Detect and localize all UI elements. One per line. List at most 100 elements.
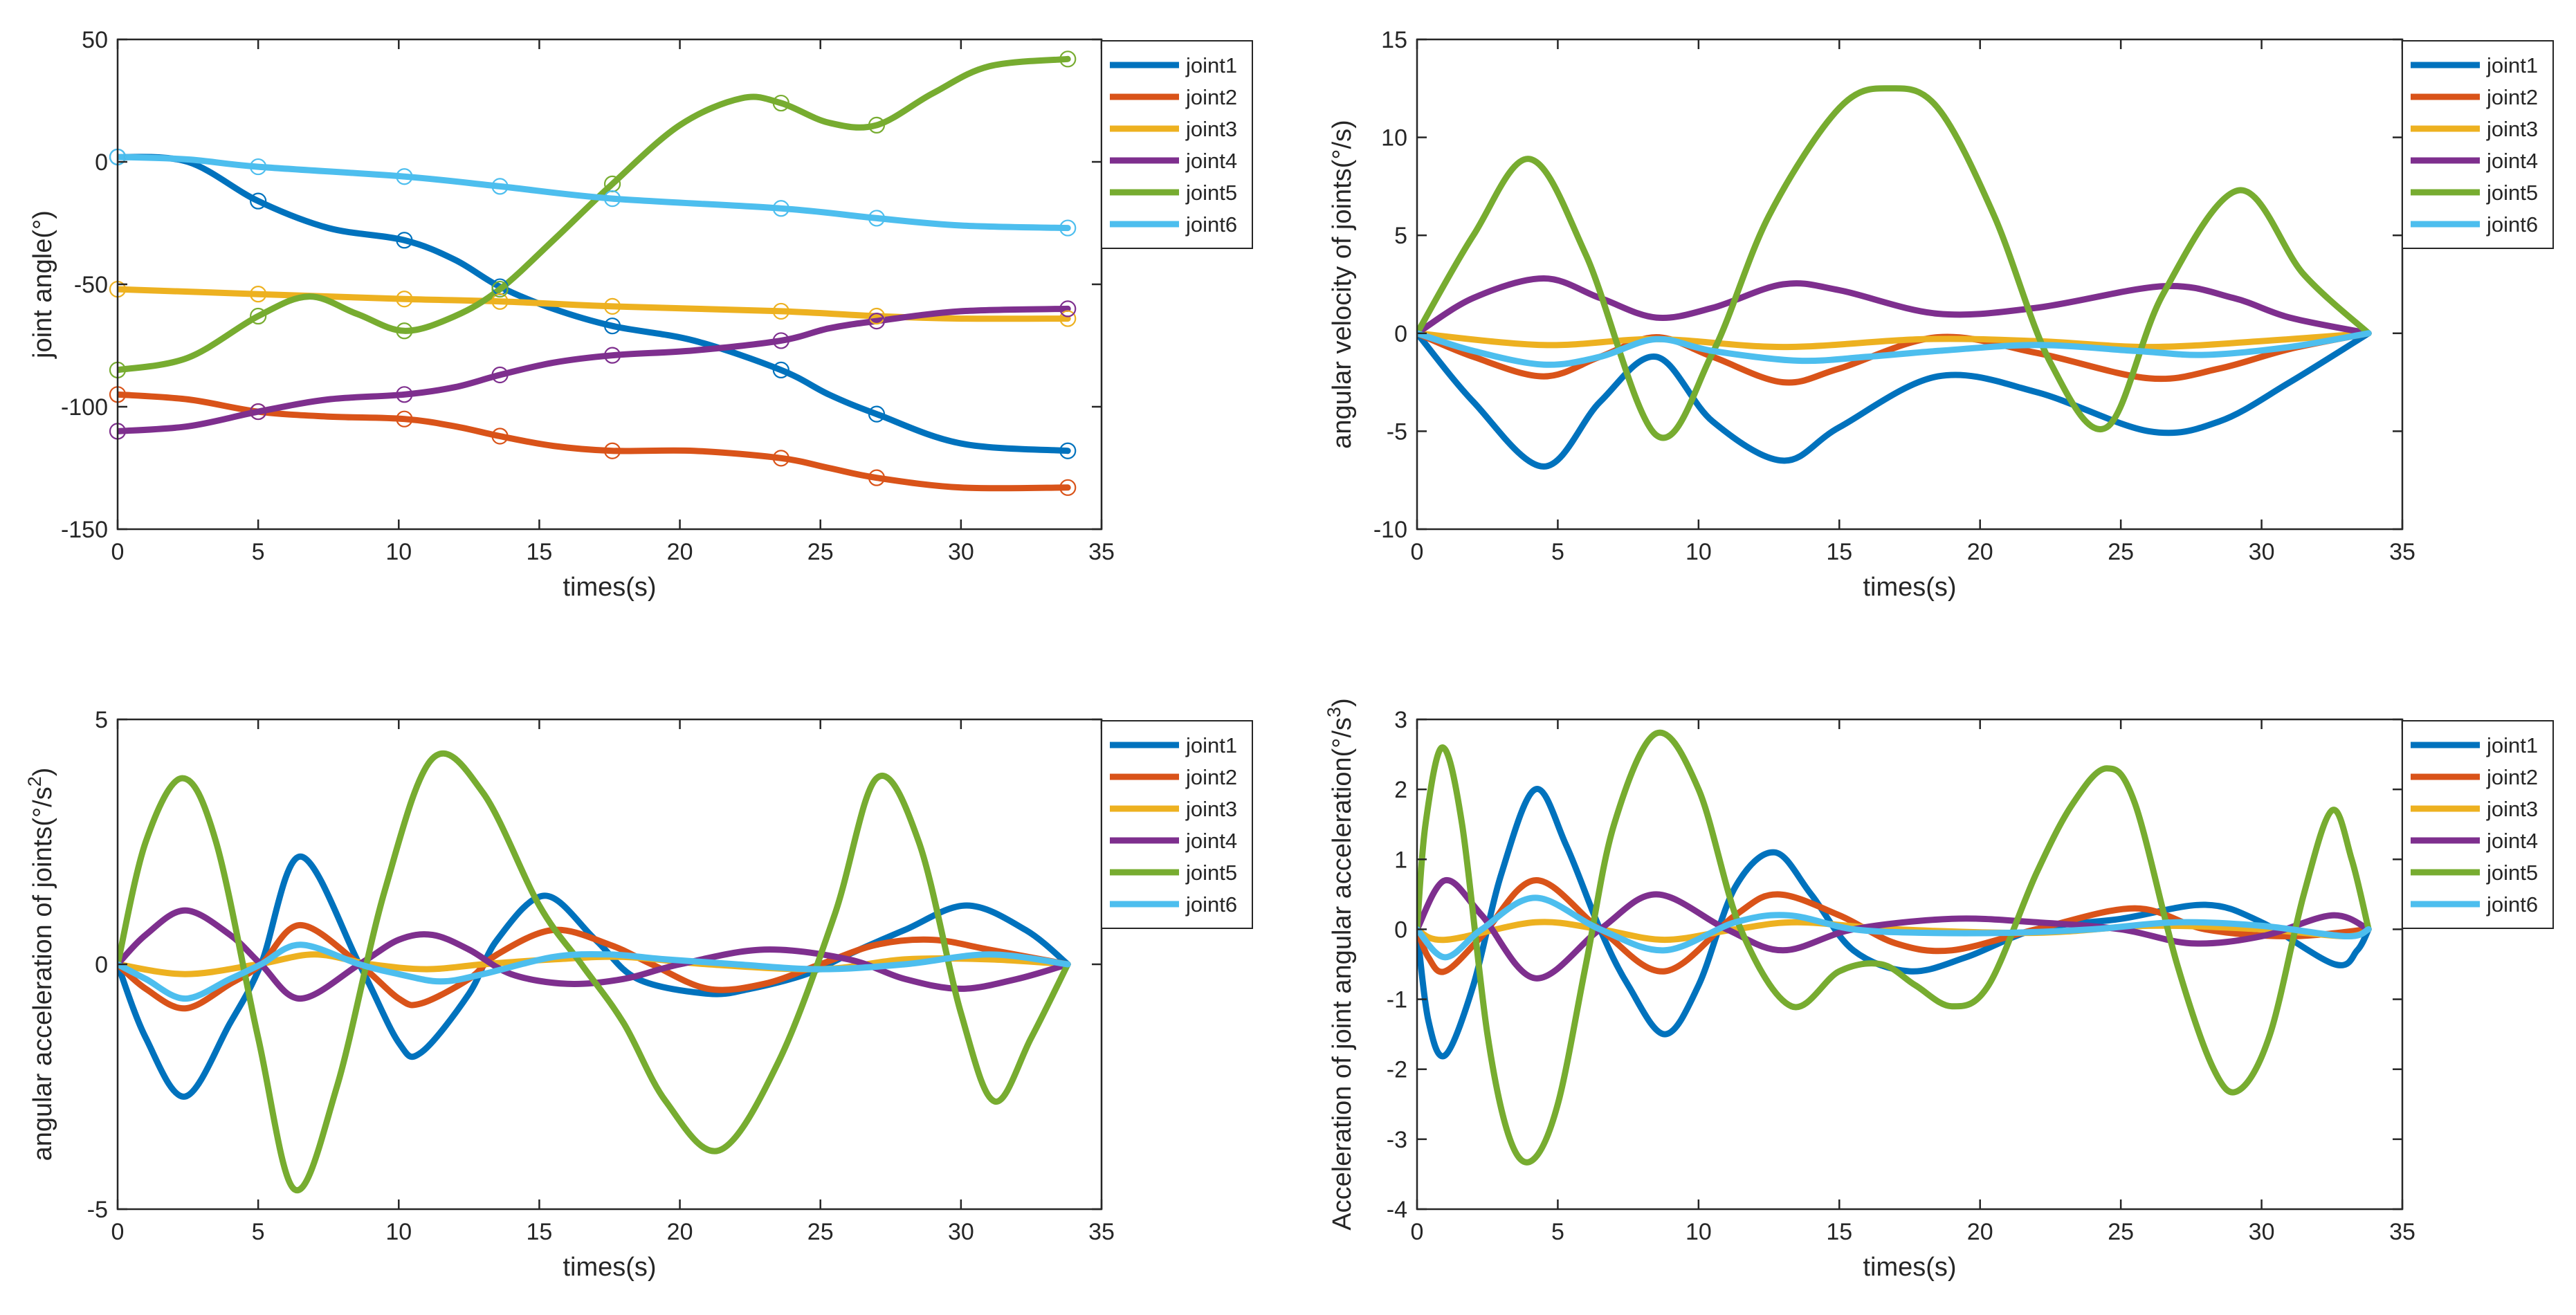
legend-box [2402,40,2554,249]
series-line-joint6 [118,154,1071,232]
y-tick-label: -1 [1387,987,1407,1013]
waypoint-marker-joint2 [603,442,621,459]
legend-label-joint1: joint1 [1185,733,1237,757]
axes-frame [1416,718,2404,1211]
x-tick-label: 30 [948,539,974,565]
waypoint-marker-joint2 [396,410,413,427]
legend: joint1 joint2 joint3 joint4 joint5 joint6 [1101,40,1253,249]
legend-box [1101,40,1253,249]
x-tick-label: 25 [807,1219,834,1245]
legend-label-joint3: joint3 [1185,797,1237,821]
series-line-joint4 [118,907,1071,1002]
legend-label-joint4: joint4 [1185,149,1237,173]
y-tick-label: 50 [82,27,108,53]
waypoint-marker-joint6 [491,178,509,195]
series-lines [118,55,1071,492]
waypoint-marker-joint4 [396,386,413,403]
legend-label-joint6: joint6 [2486,892,2538,917]
waypoint-marker-joint5 [396,322,413,340]
waypoint-marker-joint2 [868,469,886,486]
plot-area [118,719,1102,1209]
legend-label-joint6: joint6 [2486,212,2538,237]
chart-panel-2: 0 5 10 15 20 25 30 35 -10 -5 0 5 10 15 times(s) angular… [1328,27,2554,602]
y-tick-label: 0 [1394,917,1407,943]
series-line-joint5 [1417,85,2372,441]
series-line-joint6 [1417,330,2372,368]
x-tick-label: 35 [1088,1219,1115,1245]
x-tick-label: 10 [1686,539,1712,565]
series-line-joint6 [118,941,1071,1002]
y-tick-label: 1 [1394,847,1407,873]
y-tick-label: 5 [1394,223,1407,249]
legend-label-joint5: joint5 [2486,861,2538,885]
waypoint-marker-joint2 [772,450,789,467]
x-tick-label: 5 [252,539,265,565]
waypoint-marker-joint4 [868,313,886,330]
y-tick-label: 0 [95,952,108,978]
y-tick-label: 3 [1394,707,1407,733]
waypoint-marker-joint5 [868,116,886,134]
x-tick-label: 30 [948,1219,974,1245]
series-line-joint3 [1417,330,2372,351]
plot-area [1417,719,2402,1209]
series-line-joint4 [118,305,1071,434]
x-tick-label: 0 [1411,1219,1424,1245]
series-line-joint3 [118,286,1071,322]
legend-label-joint1: joint1 [2486,733,2538,757]
series-line-joint1 [118,154,1071,454]
legend-label-joint2: joint2 [1185,765,1237,789]
legend-label-joint2: joint2 [2486,765,2538,789]
y-tick-label: -150 [61,517,108,543]
waypoint-marker-joint4 [491,366,509,384]
x-tick-label: 20 [1967,539,1993,565]
chart-panel-4: 0 5 10 15 20 25 30 35 -4 -3 -2 -1 0 1 2 3 times(s) Accele… [1324,698,2554,1282]
x-tick-label: 25 [807,539,834,565]
waypoint-marker-joint3 [1059,310,1077,327]
waypoint-marker-joint1 [396,232,413,249]
x-tick-label: 15 [1826,1219,1852,1245]
waypoint-marker-joint4 [772,332,789,349]
y-tick-label: -100 [61,394,108,421]
waypoint-marker-joint3 [603,297,621,315]
series-line-joint5 [118,750,1071,1194]
waypoint-marker-joint6 [396,168,413,185]
waypoint-marker-joint4 [250,403,267,421]
waypoint-marker-joint1 [250,192,267,210]
waypoint-marker-joint1 [1059,442,1077,459]
y-tick-label: -2 [1387,1057,1407,1083]
legend-box [2402,720,2554,929]
x-tick-label: 15 [527,1219,553,1245]
legend-label-joint3: joint3 [1185,117,1237,141]
waypoint-marker-joint5 [772,94,789,112]
legend-label-joint5: joint5 [1185,181,1237,205]
x-tick-label: 15 [527,539,553,565]
x-axis-label: times(s) [1863,573,1956,602]
legend-label-joint3: joint3 [2486,797,2538,821]
y-tick-label: -4 [1387,1197,1407,1223]
waypoint-marker-joint5 [1059,50,1077,68]
series-lines [1417,85,2372,470]
legend: joint1 joint2 joint3 joint4 joint5 joint6 [2402,40,2554,249]
x-axis-label: times(s) [1863,1253,1956,1282]
legend-label-joint5: joint5 [2486,181,2538,205]
y-tick-label: 10 [1381,125,1407,151]
plot-area [118,39,1102,529]
x-tick-label: 30 [2249,539,2275,565]
waypoint-marker-joint1 [772,361,789,379]
chart-panel-1: 0 5 10 15 20 25 30 35 -150 -100 -50 0 50 times(s) join… [28,27,1253,602]
waypoint-marker-joint6 [603,190,621,208]
legend-label-joint6: joint6 [1185,212,1237,237]
x-tick-label: 0 [1411,539,1424,565]
y-axis-label: angular acceleration of joints(°/s2) [24,768,57,1161]
legend-label-joint2: joint2 [1185,85,1237,109]
x-tick-label: 20 [1967,1219,1993,1245]
legend-label-joint5: joint5 [1185,861,1237,885]
x-tick-label: 35 [2389,539,2415,565]
x-tick-label: 20 [667,1219,693,1245]
series-line-joint1 [1417,786,2372,1060]
y-axis-label: Acceleration of joint angular accelerati… [1324,698,1357,1231]
waypoint-marker-joint2 [1059,479,1077,496]
x-tick-label: 35 [2389,1219,2415,1245]
